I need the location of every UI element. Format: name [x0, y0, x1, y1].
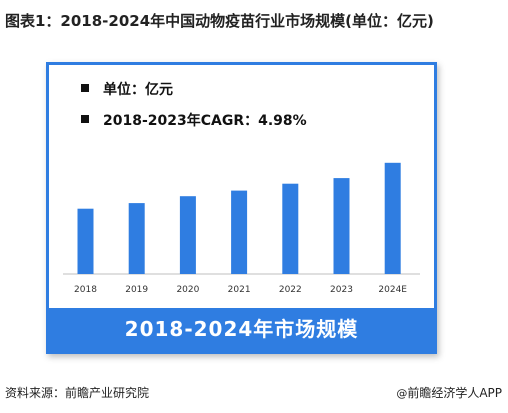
- figure-title: 图表1：2018-2024年中国动物疫苗行业市场规模(单位：亿元): [5, 12, 434, 30]
- bar-2019: [128, 203, 145, 274]
- bar-2023: [333, 178, 350, 274]
- bar-2024E: [384, 162, 401, 274]
- unit-note: 单位：亿元: [81, 79, 173, 99]
- bar-2021: [231, 190, 248, 274]
- brand-name: 前瞻经济学人APP: [407, 386, 502, 400]
- cagr-note-text: 2018-2023年CAGR：4.98%: [103, 113, 307, 129]
- x-tick-label: 2019: [125, 285, 148, 295]
- chart-panel: 单位：亿元 2018-2023年CAGR：4.98% 2018 2019 2020 2…: [46, 62, 437, 354]
- bullet-square-icon: [81, 84, 89, 92]
- x-tick-label: 2023: [330, 285, 353, 295]
- unit-note-text: 单位：亿元: [103, 82, 173, 98]
- x-tick-label: 2021: [228, 285, 251, 295]
- source-note: 资料来源：前瞻产业研究院: [5, 386, 150, 400]
- brand-symbol: @: [396, 387, 408, 400]
- bar-2020: [179, 196, 196, 274]
- bar-chart: 2018 2019 2020 2021 2022 2023 2024E: [63, 162, 420, 295]
- cagr-note: 2018-2023年CAGR：4.98%: [81, 110, 307, 130]
- x-tick-label: 2022: [279, 285, 302, 295]
- bullet-square-icon: [81, 115, 89, 123]
- brand-credit: @前瞻经济学人APP: [396, 384, 502, 401]
- bar-2018: [77, 208, 94, 274]
- panel-footer-band: 2018-2024年市场规模: [49, 308, 434, 351]
- x-tick-label: 2024E: [378, 285, 407, 295]
- x-tick-label: 2020: [176, 285, 199, 295]
- x-tick-label: 2018: [74, 285, 97, 295]
- bar-2022: [282, 183, 299, 274]
